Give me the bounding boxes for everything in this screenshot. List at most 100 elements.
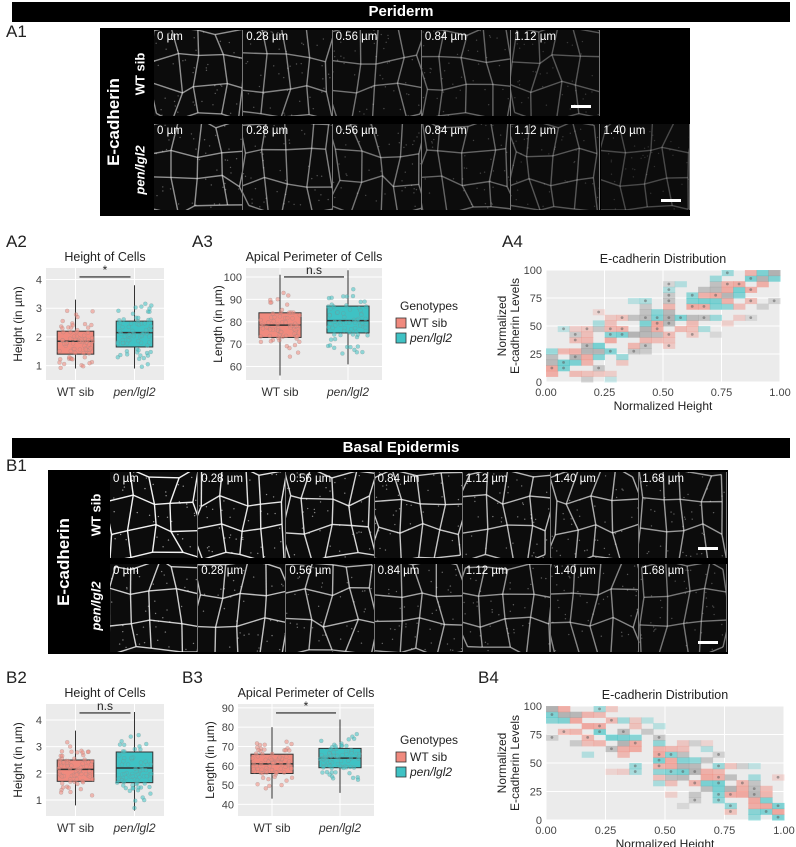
x-tick-label: 0.75 — [711, 387, 732, 399]
legend-title: Genotypes — [400, 299, 458, 313]
box-mutant — [115, 285, 154, 369]
chart-b3-apical-perimeter: 40 50 60 70 80 90 WT sib pen/lgl2 *Apical Perime… — [203, 686, 374, 835]
depth-label: 0 µm — [157, 31, 183, 43]
box-mutant — [317, 719, 362, 793]
significance-label: * — [304, 699, 309, 713]
depth-label: 1.40 µm — [554, 473, 596, 485]
box-wt — [258, 274, 302, 376]
micrograph-tile: 1.12 µm — [511, 30, 601, 116]
depth-label: 1.12 µm — [465, 473, 508, 485]
x-tick-label: pen/lgl2 — [318, 821, 361, 835]
y-tick-label: 80 — [222, 722, 234, 734]
micrograph-tile: 1.68 µm — [639, 564, 728, 652]
depth-label: 0.84 µm — [424, 125, 467, 137]
y-tick-label: 80 — [230, 317, 242, 329]
micrograph-tile: 0.84 µm — [374, 472, 463, 558]
x-tick-label: 0.50 — [652, 387, 673, 399]
significance-label: * — [103, 263, 108, 277]
legend-swatch — [395, 766, 407, 778]
x-tick-label: 0.75 — [714, 825, 735, 837]
x-tick-label: 0.00 — [535, 387, 556, 399]
box-wt — [56, 299, 95, 371]
box-wt — [250, 727, 295, 799]
micrograph-tile: 0 µm — [154, 30, 244, 116]
depth-label: 1.12 µm — [514, 31, 556, 43]
legend-item: pen/lgl2 — [409, 331, 452, 345]
x-tick-label: 0.50 — [654, 825, 675, 837]
micrograph-tile: 0 µm — [110, 472, 199, 558]
panel-label-b2: B2 — [6, 668, 27, 687]
micrograph-tile: 0.28 µm — [198, 472, 287, 558]
y-axis-label-line1: Normalized — [495, 296, 509, 357]
y-tick-label: 40 — [222, 799, 234, 811]
depth-label: 0 µm — [113, 565, 139, 577]
legend-item: WT sib — [410, 750, 447, 764]
y-tick-label: 2 — [36, 332, 42, 344]
x-axis-label: Normalized Height — [614, 399, 713, 413]
scale-bar — [698, 547, 719, 550]
chart-title: Apical Perimeter of Cells — [246, 250, 383, 264]
heatmap-cells — [546, 706, 785, 821]
periderm-banner: Periderm — [12, 2, 790, 22]
periderm-micrograph-panel: E-cadherin WT sib pen/lgl2 0 µm 0.28 µm 0.… — [100, 28, 690, 216]
x-tick-label: WT sib — [57, 821, 94, 835]
y-axis-label: Length (in µm) — [203, 721, 217, 799]
micrograph-tile: 1.12 µm — [462, 472, 551, 558]
y-tick-label: 75 — [530, 293, 542, 305]
panel-label-a1: A1 — [6, 22, 27, 41]
depth-label: 0.28 µm — [201, 565, 243, 577]
periderm-wt-row: 0 µm 0.28 µm 0.56 µm 0.84 µm 1.12 µm — [154, 30, 690, 116]
y-tick-label: 100 — [224, 272, 242, 284]
y-tick-label: 4 — [36, 715, 42, 727]
x-tick-label: 0.25 — [594, 387, 615, 399]
depth-label: 0 µm — [113, 473, 139, 485]
scale-bar — [698, 641, 719, 644]
depth-label: 1.12 µm — [465, 565, 508, 577]
y-axis-label: Length (in µm) — [211, 285, 225, 363]
periderm-mutant-row: 0 µm 0.28 µm 0.56 µm 0.84 µm 1.12 µm 1.40 µm — [154, 124, 690, 210]
chart-title: Height of Cells — [64, 250, 145, 264]
chart-title: E-cadherin Distribution — [600, 252, 726, 266]
y-tick-label: 50 — [222, 780, 234, 792]
depth-label: 0.28 µm — [246, 31, 289, 43]
micrograph-tile: 1.40 µm — [551, 564, 640, 652]
depth-label: 0.56 µm — [335, 31, 378, 43]
y-tick-label: 60 — [222, 761, 234, 773]
micrograph-tile: 1.40 µm — [600, 124, 690, 210]
legend-item: WT sib — [410, 316, 447, 330]
micrograph-tile: 0.56 µm — [286, 472, 375, 558]
micrograph-tile: 0.28 µm — [198, 564, 287, 652]
depth-label: 0.84 µm — [377, 473, 420, 485]
y-tick-label: 1 — [36, 361, 42, 373]
micrograph-tile: 0.84 µm — [374, 564, 463, 652]
y-tick-label: 100 — [524, 265, 542, 277]
periderm-row-label-wt: WT sib — [132, 52, 148, 96]
y-tick-label: 75 — [530, 730, 542, 742]
periderm-row-label-mutant: pen/lgl2 — [132, 145, 148, 195]
y-tick-label: 50 — [530, 321, 542, 333]
x-tick-label: 0.25 — [595, 825, 616, 837]
x-axis-label: Normalized Height — [616, 837, 715, 847]
y-tick-label: 60 — [230, 362, 242, 374]
micrograph-tile: 1.12 µm — [511, 124, 601, 210]
micrograph-tile: 0.56 µm — [332, 124, 422, 210]
y-axis-label-line1: Normalized — [495, 733, 509, 794]
box-wt — [56, 730, 95, 806]
micrograph-tile: 1.40 µm — [551, 472, 640, 558]
micrograph-tile: 0.84 µm — [421, 124, 512, 210]
panel-label-a2: A2 — [6, 232, 27, 251]
panel-label-a4: A4 — [502, 232, 523, 251]
box-mutant — [325, 270, 370, 365]
y-tick-label: 90 — [230, 294, 242, 306]
chart-title: Height of Cells — [64, 686, 145, 700]
micrograph-tile: 1.68 µm — [639, 472, 728, 558]
depth-label: 1.12 µm — [514, 125, 556, 137]
panel-label-b1: B1 — [6, 456, 27, 475]
panel-label-b4: B4 — [478, 668, 499, 687]
y-axis-label: Height (in µm) — [11, 286, 25, 362]
micrograph-tile: 0.28 µm — [243, 124, 333, 210]
y-tick-label: 50 — [530, 758, 542, 770]
